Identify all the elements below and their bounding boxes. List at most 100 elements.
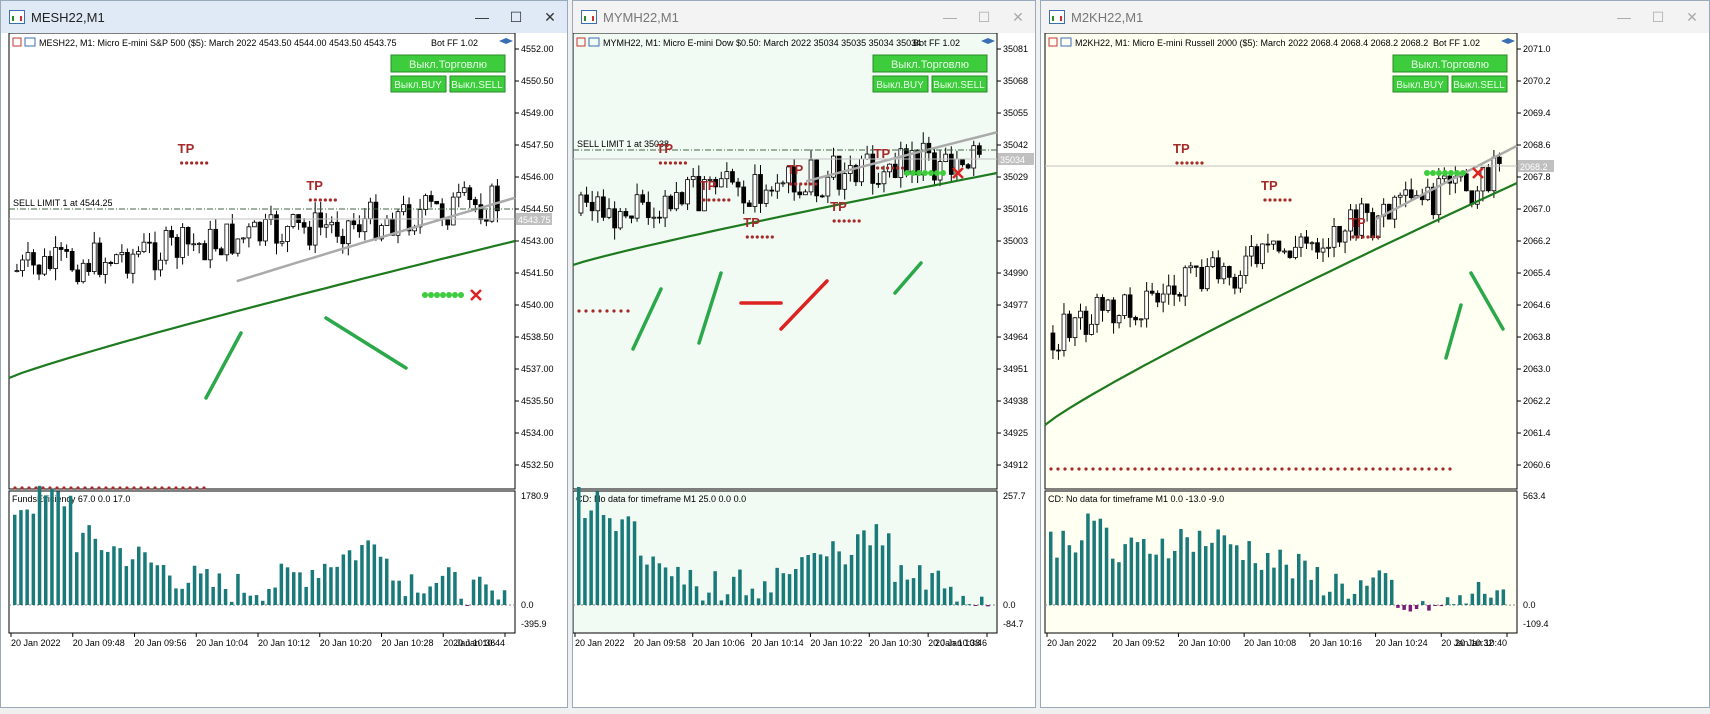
candle-body xyxy=(191,243,196,246)
candle-body xyxy=(713,178,718,188)
histogram-bar xyxy=(1402,605,1406,610)
candle-body xyxy=(657,216,662,219)
price-axis-label: 2071.0 xyxy=(1523,44,1551,54)
one-click-trading-icon[interactable] xyxy=(1048,37,1058,47)
indicator-plot-area[interactable] xyxy=(8,490,516,634)
candle-body xyxy=(318,212,324,228)
histogram-bar xyxy=(490,590,494,605)
candle-body xyxy=(702,179,707,212)
toggle-sell-button[interactable] xyxy=(449,75,506,93)
toggle-sell-button[interactable] xyxy=(931,75,988,93)
minimize-button[interactable]: — xyxy=(1617,9,1631,25)
toggle-trading-button[interactable] xyxy=(872,54,988,73)
histogram-bar xyxy=(651,556,655,605)
time-axis-label: 20 Jan 10:14 xyxy=(752,638,804,648)
main-plot-area[interactable] xyxy=(1044,33,1518,490)
stop-dot xyxy=(1343,467,1347,471)
stop-dot xyxy=(202,486,206,490)
chart-window-mesh22[interactable]: MESH22,M1 — ☐ ✕ MESH22, M1: Micro E-mini… xyxy=(0,0,568,708)
time-axis-label: 20 Jan 09:52 xyxy=(1113,638,1165,648)
close-button[interactable]: ✕ xyxy=(1012,8,1024,25)
minimize-button[interactable]: — xyxy=(943,9,957,25)
candle-body xyxy=(943,153,949,162)
indicator-plot-area[interactable] xyxy=(573,490,998,634)
histogram-bar xyxy=(186,582,191,605)
tp-label: TP xyxy=(874,146,891,161)
price-chart[interactable]: MESH22, M1: Micro E-mini S&P 500 ($5): M… xyxy=(1,33,567,708)
minimize-button[interactable]: — xyxy=(475,9,489,25)
close-button[interactable]: ✕ xyxy=(544,8,556,25)
stop-dot xyxy=(1112,467,1116,471)
price-axis-label: 4537.00 xyxy=(521,364,554,374)
chart-window-mymh22[interactable]: MYMH22,M1 — ☐ ✕ MYMH22, M1: Micro E-mini… xyxy=(572,0,1036,708)
window-titlebar[interactable]: MYMH22,M1 — ☐ ✕ xyxy=(573,1,1035,33)
one-click-trading-icon[interactable] xyxy=(12,37,22,47)
chart-type-icon[interactable] xyxy=(1060,37,1072,47)
tp-dot xyxy=(185,161,189,165)
trend-line-drawing[interactable] xyxy=(779,279,829,331)
toggle-trading-button[interactable] xyxy=(1392,54,1508,73)
toggle-trading-button[interactable] xyxy=(390,54,506,73)
toggle-buy-button[interactable] xyxy=(872,75,929,93)
tp-dot xyxy=(1371,235,1375,239)
chart-header-info: MYMH22, M1: Micro E-mini Dow $0.50: Marc… xyxy=(603,38,921,48)
candle-body xyxy=(617,211,623,229)
trend-line-drawing[interactable] xyxy=(204,331,243,400)
window-titlebar[interactable]: MESH22,M1 — ☐ ✕ xyxy=(1,1,567,33)
stop-dot xyxy=(1427,467,1431,471)
toggle-sell-button[interactable] xyxy=(1451,75,1508,93)
stop-dot xyxy=(1329,467,1333,471)
chart-window-m2kh22[interactable]: M2KH22,M1 — ☐ ✕ M2KH22, M1: Micro E-mini… xyxy=(1040,0,1710,708)
stop-dot xyxy=(90,486,94,490)
close-button[interactable]: ✕ xyxy=(1686,8,1698,25)
trend-line-drawing[interactable] xyxy=(893,261,923,295)
trend-line-drawing[interactable] xyxy=(324,316,408,370)
candle-body xyxy=(601,196,606,218)
window-titlebar[interactable]: M2KH22,M1 — ☐ ✕ xyxy=(1041,1,1709,33)
stop-dot xyxy=(132,486,136,490)
candle-body xyxy=(1441,175,1447,180)
tp-dot xyxy=(770,235,774,239)
entry-marker-dot xyxy=(904,170,910,176)
candle-body xyxy=(589,201,595,212)
toggle-buy-button[interactable] xyxy=(390,75,447,93)
maximize-button[interactable]: ☐ xyxy=(509,8,523,25)
candle-body xyxy=(780,182,786,185)
price-axis-label: 34964 xyxy=(1003,332,1028,342)
maximize-button[interactable]: ☐ xyxy=(977,8,991,25)
price-chart[interactable]: MYMH22, M1: Micro E-mini Dow $0.50: Marc… xyxy=(573,33,1035,708)
trend-line-drawing[interactable] xyxy=(697,271,723,345)
histogram-bar xyxy=(1495,590,1499,605)
trend-line-drawing[interactable] xyxy=(1444,303,1463,360)
stop-dot xyxy=(1217,467,1221,471)
price-axis-label: 2061.4 xyxy=(1523,428,1551,438)
price-axis-label: 4532.50 xyxy=(521,460,554,470)
candle-body xyxy=(1282,250,1287,253)
histogram-bar xyxy=(1197,530,1202,605)
histogram-bar xyxy=(93,538,98,605)
candle-body xyxy=(224,223,230,256)
toggle-buy-button[interactable] xyxy=(1392,75,1449,93)
chart-type-icon[interactable] xyxy=(24,37,36,47)
trend-line-drawing[interactable] xyxy=(631,287,663,351)
histogram-bar xyxy=(583,517,587,605)
candle-body xyxy=(1304,236,1309,244)
trend-line-drawing[interactable] xyxy=(1469,271,1505,331)
histogram-bar xyxy=(409,574,414,605)
tp-dot xyxy=(190,161,194,165)
price-chart[interactable]: M2KH22, M1: Micro E-mini Russell 2000 ($… xyxy=(1041,33,1709,708)
main-plot-area[interactable] xyxy=(573,33,998,490)
histogram-bar xyxy=(682,584,686,605)
maximize-button[interactable]: ☐ xyxy=(1651,8,1665,25)
entry-marker-dot xyxy=(422,292,428,298)
candle-body xyxy=(20,259,25,272)
time-axis-label: 20 Jan 10:12 xyxy=(258,638,310,648)
main-plot-area[interactable] xyxy=(8,33,516,490)
one-click-trading-icon[interactable] xyxy=(576,37,586,47)
candle-body xyxy=(102,261,108,275)
chart-type-icon[interactable] xyxy=(588,37,600,47)
stop-dot xyxy=(1245,467,1249,471)
stop-dot xyxy=(1168,467,1172,471)
stop-dot xyxy=(1231,467,1235,471)
time-axis-label: 20 Jan 09:56 xyxy=(135,638,187,648)
